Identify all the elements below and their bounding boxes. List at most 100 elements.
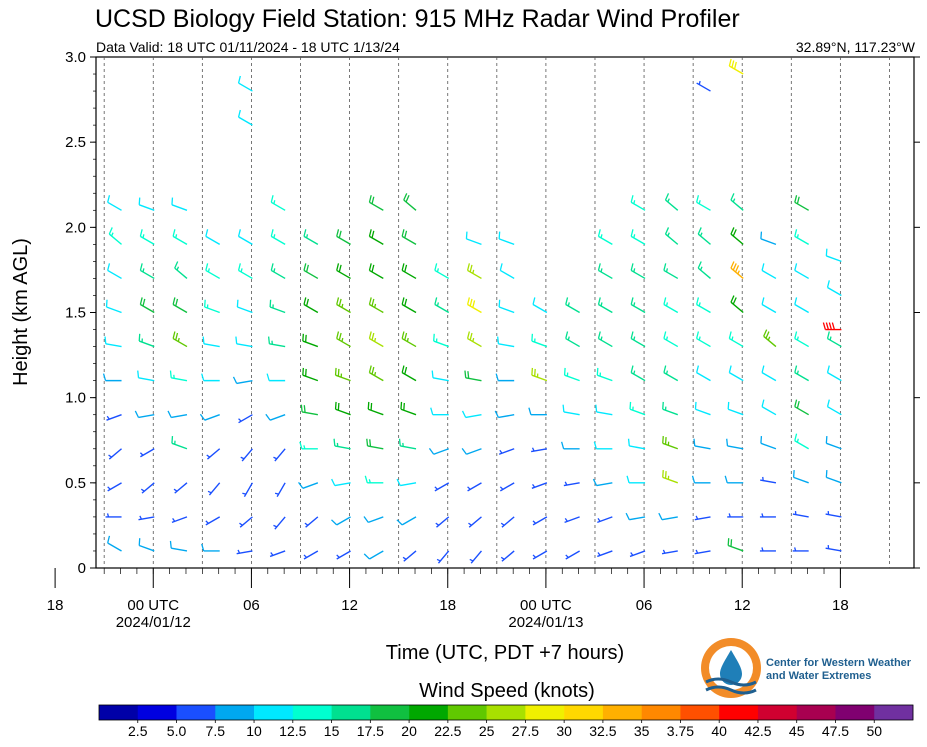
wind-barb bbox=[498, 231, 515, 246]
wind-barb bbox=[500, 516, 515, 528]
wind-barb bbox=[107, 535, 122, 552]
wind-barb bbox=[402, 550, 417, 562]
wind-barb bbox=[759, 513, 776, 518]
wind-barb bbox=[303, 297, 319, 314]
wind-barb bbox=[333, 438, 351, 450]
wind-barb bbox=[466, 297, 482, 314]
wind-barb bbox=[336, 263, 351, 280]
colorbar-label: 40 bbox=[711, 723, 727, 739]
colorbar-label: 50 bbox=[866, 723, 882, 739]
wind-barb bbox=[461, 410, 482, 419]
wind-barb bbox=[169, 370, 188, 382]
wind-barb bbox=[792, 510, 809, 518]
wind-barb bbox=[761, 365, 777, 382]
wind-barb bbox=[693, 438, 711, 450]
wind-barb bbox=[822, 322, 842, 331]
wind-barb bbox=[663, 365, 679, 382]
wind-barb bbox=[760, 231, 777, 246]
colorbar-frame bbox=[98, 704, 914, 721]
wind-barb bbox=[434, 263, 450, 280]
wind-barb bbox=[531, 367, 548, 382]
wind-barb bbox=[401, 297, 417, 314]
wind-barb bbox=[107, 263, 122, 280]
x-tick-label: 06 bbox=[636, 597, 653, 614]
wind-barb bbox=[302, 333, 319, 348]
colorbar-swatch bbox=[447, 705, 487, 720]
wind-barb bbox=[270, 229, 286, 245]
wind-barb bbox=[400, 401, 417, 416]
wind-barb bbox=[563, 367, 580, 382]
wind-barb bbox=[368, 195, 384, 211]
wind-barb bbox=[171, 516, 188, 524]
y-tick-label: 0 bbox=[78, 560, 86, 577]
wind-barb bbox=[207, 482, 221, 496]
wind-barb bbox=[560, 441, 580, 450]
wind-barb bbox=[597, 263, 613, 280]
wind-barb bbox=[401, 331, 417, 348]
colorbar-swatch bbox=[99, 705, 139, 720]
wind-barb bbox=[273, 448, 286, 462]
wind-barb bbox=[466, 263, 482, 280]
wind-barb bbox=[794, 195, 810, 211]
wind-barb bbox=[761, 399, 777, 416]
wind-barb bbox=[826, 331, 842, 348]
wind-barb bbox=[274, 482, 286, 498]
wind-barb bbox=[499, 263, 515, 280]
wind-barb bbox=[696, 80, 711, 92]
colorbar-swatch bbox=[757, 705, 798, 720]
wind-barb bbox=[727, 513, 744, 518]
wind-barb bbox=[662, 401, 679, 416]
wind-barb bbox=[171, 435, 188, 450]
wind-barb bbox=[532, 516, 548, 526]
wind-barb bbox=[368, 263, 384, 280]
wind-barb bbox=[826, 399, 842, 416]
plot-area: 00.51.01.52.02.53.0 18 00 UTC2024/01/1206… bbox=[47, 49, 920, 631]
wind-barb bbox=[760, 435, 777, 450]
colorbar-swatch bbox=[176, 705, 216, 720]
colorbar-label: 2.5 bbox=[128, 723, 148, 739]
wind-barb bbox=[694, 515, 711, 521]
wind-barb bbox=[205, 263, 221, 280]
wind-barb bbox=[235, 336, 253, 348]
colorbar-swatch bbox=[409, 705, 449, 720]
wind-barb bbox=[138, 333, 155, 348]
wind-barb bbox=[726, 438, 744, 450]
wind-barb bbox=[696, 195, 711, 211]
cw3e-logo: Center for Western Weather and Water Ext… bbox=[701, 638, 912, 698]
colorbar-label: 30 bbox=[556, 723, 572, 739]
wind-barb bbox=[396, 516, 417, 526]
wind-barb bbox=[304, 516, 319, 528]
x-tick-date-label: 2024/01/13 bbox=[508, 614, 583, 631]
wind-barb bbox=[172, 297, 188, 314]
wind-barb bbox=[498, 299, 515, 314]
x-tick-label: 18 bbox=[832, 597, 849, 614]
logo-line-2: and Water Extremes bbox=[766, 670, 871, 682]
x-axis-label: Time (UTC, PDT +7 hours) bbox=[386, 642, 624, 664]
wind-barb bbox=[464, 370, 482, 382]
wind-barb bbox=[531, 447, 548, 453]
wind-barb bbox=[694, 549, 711, 555]
wind-barb bbox=[794, 263, 810, 280]
wind-barb bbox=[794, 365, 810, 382]
wind-barb bbox=[300, 404, 318, 416]
wind-barb bbox=[139, 229, 155, 245]
x-tick-label: 18 bbox=[47, 597, 64, 614]
wind-barb bbox=[267, 336, 286, 348]
colorbar-swatch bbox=[370, 705, 410, 720]
colorbar-label: 47.5 bbox=[822, 723, 849, 739]
colorbar-swatch bbox=[680, 705, 720, 720]
wind-barb bbox=[465, 231, 482, 246]
colorbar-label: 10 bbox=[246, 723, 262, 739]
wind-barb bbox=[237, 263, 253, 280]
wind-barb bbox=[232, 376, 253, 385]
wind-barb bbox=[563, 481, 580, 487]
wind-barb bbox=[238, 414, 253, 424]
wind-barb bbox=[696, 331, 711, 348]
wind-barb bbox=[730, 295, 744, 314]
colorbar-swatch bbox=[215, 705, 255, 720]
wind-barb bbox=[240, 448, 253, 462]
colorbar-label: 35 bbox=[634, 723, 650, 739]
x-tick-label: 00 UTC bbox=[520, 597, 572, 614]
wind-barb bbox=[794, 229, 810, 245]
